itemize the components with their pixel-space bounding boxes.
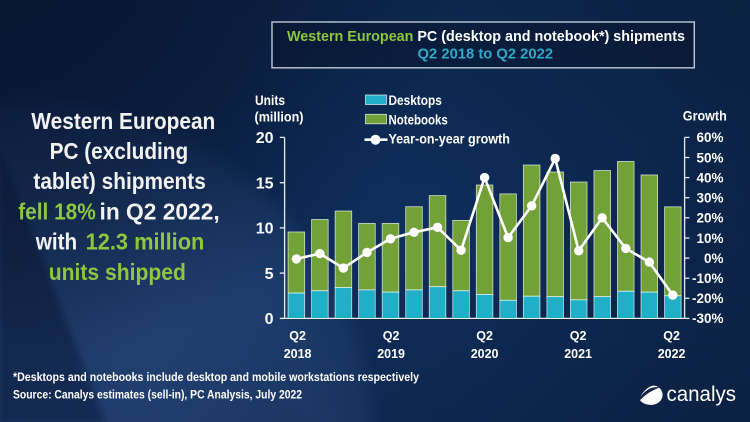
svg-text:in Q2 2022,: in Q2 2022, [100, 198, 220, 224]
svg-text:Western European PC (desktop a: Western European PC (desktop and noteboo… [287, 28, 685, 45]
svg-text:-20%: -20% [692, 291, 724, 306]
svg-text:units shipped: units shipped [49, 259, 186, 285]
svg-text:-10%: -10% [692, 271, 724, 286]
svg-text:60%: 60% [696, 130, 723, 145]
svg-text:2018: 2018 [284, 347, 312, 361]
svg-text:with: with [35, 229, 77, 255]
svg-text:2021: 2021 [564, 347, 592, 361]
svg-text:15: 15 [256, 175, 274, 192]
svg-text:2019: 2019 [377, 347, 405, 361]
svg-text:12.3 million: 12.3 million [86, 229, 205, 255]
svg-text:0: 0 [265, 311, 274, 328]
svg-text:Growth: Growth [683, 108, 727, 124]
svg-text:20%: 20% [696, 211, 723, 226]
svg-text:canalys: canalys [667, 382, 737, 406]
svg-text:Units: Units [255, 92, 285, 108]
svg-text:*Desktops and notebooks includ: *Desktops and notebooks include desktop … [13, 372, 420, 384]
svg-text:Source: Canalys estimates (sel: Source: Canalys estimates (sell-in), PC … [13, 390, 302, 402]
svg-text:(million): (million) [255, 109, 304, 125]
svg-text:Q2 2018 to Q2 2022: Q2 2018 to Q2 2022 [418, 46, 554, 63]
svg-text:Year-on-year growth: Year-on-year growth [389, 131, 510, 147]
svg-text:fell 18%: fell 18% [18, 198, 96, 224]
svg-text:Q2: Q2 [383, 329, 400, 343]
svg-text:Q2: Q2 [289, 329, 306, 343]
svg-text:-30%: -30% [692, 311, 724, 326]
svg-text:PC (excluding: PC (excluding [50, 138, 189, 164]
svg-text:5: 5 [265, 266, 274, 283]
svg-text:tablet) shipments: tablet) shipments [33, 168, 205, 194]
svg-text:0%: 0% [704, 251, 724, 266]
svg-text:Q2: Q2 [476, 329, 493, 343]
svg-text:40%: 40% [696, 170, 723, 185]
svg-text:Western European: Western European [31, 108, 215, 134]
svg-text:10: 10 [256, 221, 274, 238]
svg-text:Q2: Q2 [570, 329, 587, 343]
svg-text:Q2: Q2 [663, 329, 680, 343]
svg-text:Desktops: Desktops [389, 92, 442, 108]
svg-text:10%: 10% [696, 231, 723, 246]
svg-text:2022: 2022 [658, 347, 686, 361]
svg-text:2020: 2020 [471, 347, 499, 361]
svg-text:50%: 50% [696, 150, 723, 165]
svg-text:30%: 30% [696, 191, 723, 206]
svg-text:20: 20 [256, 130, 274, 147]
svg-text:Notebooks: Notebooks [389, 111, 448, 127]
